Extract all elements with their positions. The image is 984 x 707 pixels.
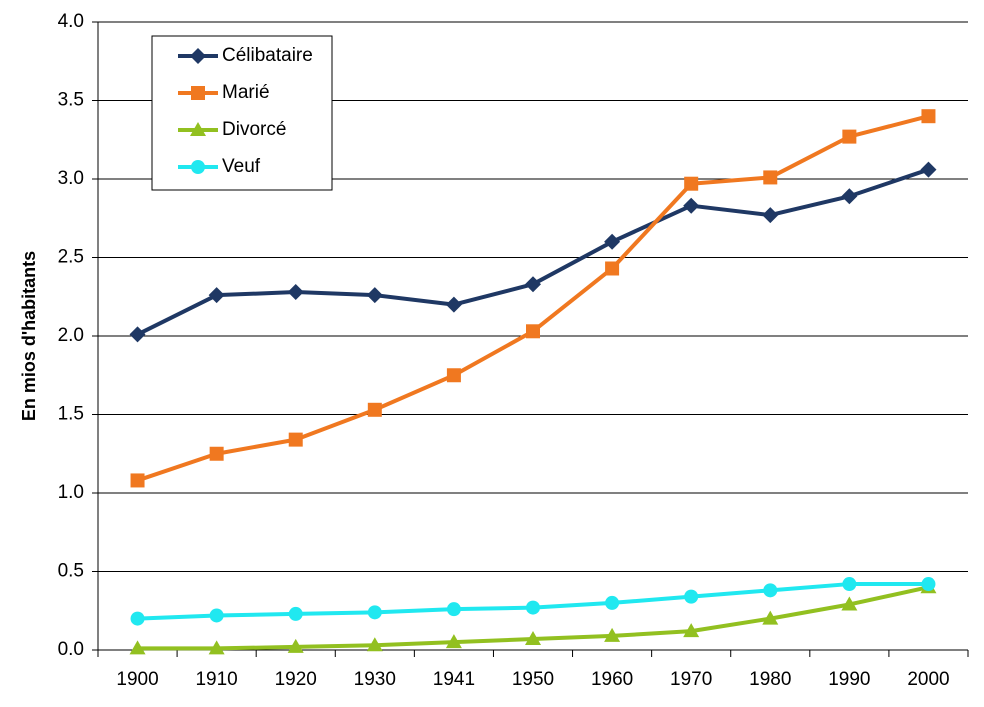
marker	[190, 122, 206, 136]
marker	[684, 589, 699, 604]
marker	[526, 324, 540, 339]
y-axis-label: En mios d'habitants	[19, 251, 39, 421]
marker	[209, 446, 224, 461]
marker	[367, 402, 382, 417]
marker	[208, 640, 225, 655]
marker	[920, 161, 937, 178]
x-tick-label: 1970	[670, 669, 712, 690]
marker	[445, 634, 462, 649]
marker	[526, 600, 540, 615]
marker	[842, 577, 857, 592]
marker	[129, 640, 146, 655]
x-tick-label: 1990	[828, 669, 870, 690]
x-tick-label: 1910	[195, 669, 237, 690]
marker	[288, 606, 303, 621]
marker	[129, 326, 146, 343]
x-tick-label: 1980	[749, 669, 791, 690]
x-tick-label: 1941	[433, 669, 475, 690]
marker	[684, 176, 699, 191]
series-line	[136, 167, 930, 337]
marker	[130, 473, 145, 488]
y-tick-label: 1.0	[58, 482, 84, 503]
marker	[287, 638, 304, 653]
x-tick-label: 1950	[512, 669, 554, 690]
marker	[525, 276, 541, 293]
marker	[683, 623, 700, 638]
marker	[191, 86, 205, 100]
marker	[445, 296, 462, 313]
marker	[208, 287, 225, 304]
marker	[604, 627, 621, 642]
marker	[841, 596, 858, 611]
x-tick-label: 1900	[116, 669, 158, 690]
marker	[921, 109, 936, 124]
marker	[366, 637, 383, 652]
marker	[367, 605, 382, 620]
y-tick-label: 2.5	[58, 247, 84, 268]
marker	[604, 233, 621, 250]
marker	[190, 48, 206, 64]
marker	[683, 197, 700, 214]
y-tick-label: 0.5	[58, 561, 84, 582]
y-tick-label: 4.0	[58, 11, 84, 32]
x-tick-label: 1920	[275, 669, 317, 690]
marker	[287, 284, 304, 301]
marker	[762, 610, 779, 625]
marker	[605, 261, 620, 276]
x-tick-label: 1930	[354, 669, 396, 690]
marker	[921, 577, 936, 592]
marker	[130, 611, 145, 626]
marker	[209, 608, 224, 623]
marker	[763, 170, 778, 185]
legend-label: Marié	[222, 82, 270, 103]
marker	[605, 595, 620, 610]
marker	[191, 160, 205, 174]
marker	[288, 432, 303, 447]
y-tick-label: 0.0	[58, 639, 84, 660]
marker	[525, 631, 541, 646]
marker	[841, 188, 858, 205]
legend-box	[151, 35, 333, 191]
marker	[842, 129, 857, 144]
legend-label: Célibataire	[222, 45, 313, 66]
y-tick-label: 1.5	[58, 404, 84, 425]
y-tick-label: 3.5	[58, 90, 84, 111]
x-tick-label: 2000	[907, 669, 949, 690]
legend-label: Divorcé	[222, 119, 286, 140]
y-tick-label: 2.0	[58, 325, 84, 346]
x-tick-label: 1960	[591, 669, 633, 690]
marker	[446, 368, 461, 383]
marker	[446, 602, 461, 617]
y-tick-label: 3.0	[58, 168, 84, 189]
marker	[762, 207, 779, 224]
marker	[763, 583, 778, 598]
marker	[366, 287, 383, 304]
legend-label: Veuf	[222, 156, 261, 177]
